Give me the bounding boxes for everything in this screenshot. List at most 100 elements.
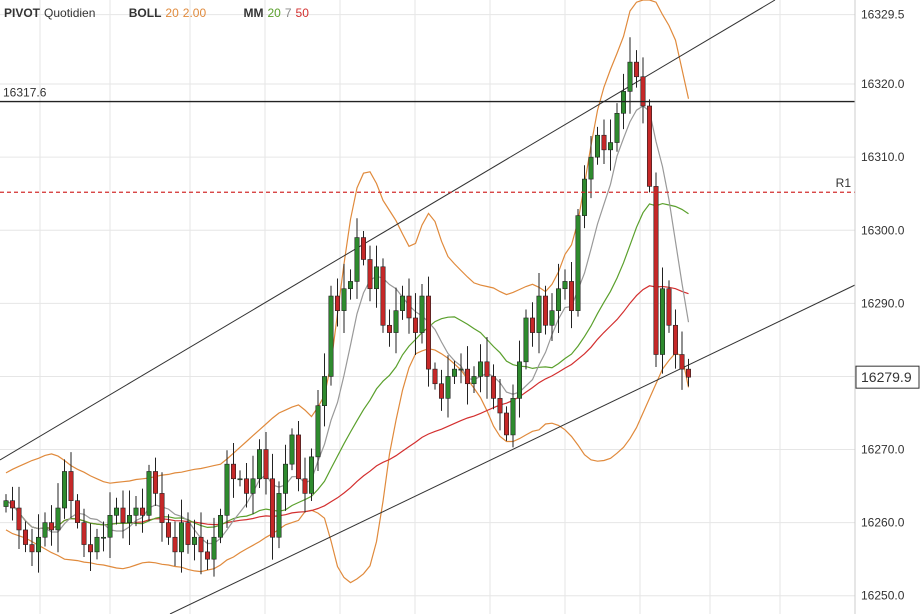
- candle-body: [302, 478, 308, 494]
- candle-body: [308, 456, 314, 494]
- candle-body: [61, 471, 67, 509]
- candle-body: [555, 288, 561, 311]
- channel-upper-line: [0, 0, 776, 461]
- candle-body: [497, 398, 503, 414]
- candle-body: [48, 522, 54, 531]
- candle-body: [360, 237, 366, 260]
- candle-body: [127, 515, 133, 523]
- mm50-line: [5, 285, 689, 530]
- candle-body: [484, 361, 490, 377]
- candle-body: [575, 215, 581, 311]
- candle-body: [432, 368, 438, 385]
- mm-label[interactable]: MM: [243, 6, 264, 20]
- candle-body: [666, 288, 672, 326]
- candle-body: [399, 295, 405, 311]
- candle-body: [276, 493, 282, 538]
- candle-body: [438, 383, 444, 399]
- candle-body: [321, 376, 327, 406]
- current-price-box: [855, 365, 920, 389]
- candle-body: [295, 434, 301, 480]
- candle-body: [425, 295, 431, 370]
- candle-body: [393, 310, 399, 333]
- candle-body: [231, 463, 237, 480]
- candle-body: [159, 493, 165, 523]
- candle-body: [542, 295, 548, 326]
- y-tick-label: 16270.0: [861, 443, 905, 457]
- candle-body: [140, 507, 146, 516]
- candle-body: [510, 398, 516, 436]
- candle-body: [198, 536, 204, 553]
- candle-body: [256, 449, 262, 480]
- boll-param-1: 20: [165, 6, 179, 20]
- candle-body: [633, 61, 639, 78]
- candle-body: [581, 178, 587, 216]
- candle-body: [380, 266, 386, 326]
- candle-body: [218, 515, 224, 538]
- candle-body: [16, 507, 22, 531]
- candle-body: [646, 105, 652, 187]
- candle-body: [516, 361, 522, 399]
- candle-body: [588, 156, 594, 180]
- candle-body: [192, 536, 198, 545]
- candle-body: [3, 500, 9, 507]
- candle-body: [172, 536, 178, 553]
- r1-level-label: R1: [836, 176, 852, 190]
- candle-body: [114, 507, 120, 516]
- candle-body: [94, 536, 100, 553]
- candle-body: [250, 478, 256, 494]
- bollinger-upper-line: [5, 0, 690, 484]
- candle-body: [328, 295, 334, 377]
- candle-body: [445, 376, 451, 399]
- candle-body: [107, 515, 113, 538]
- current-price-label: 16279.9: [861, 369, 912, 385]
- candle-body: [529, 317, 535, 333]
- candle-body: [614, 112, 620, 143]
- candle-body: [211, 536, 217, 560]
- candle-body: [620, 91, 626, 114]
- candle-body: [237, 478, 243, 481]
- candle-body: [490, 376, 496, 399]
- y-tick-label: 16250.0: [861, 589, 905, 603]
- period-label: Quotidien: [44, 6, 96, 20]
- candle-body: [29, 544, 35, 553]
- candle-body: [354, 237, 360, 282]
- candle-body: [406, 295, 412, 319]
- candle-body: [146, 471, 152, 516]
- boll-label[interactable]: BOLL: [128, 6, 162, 20]
- boll-param-2: 2.00: [182, 6, 207, 20]
- candle-body: [42, 522, 48, 538]
- candle-body: [640, 76, 646, 107]
- candle-body: [412, 317, 418, 333]
- candle-body: [685, 368, 691, 378]
- candle-body: [386, 324, 392, 333]
- candle-body: [523, 317, 529, 363]
- candle-body: [672, 324, 678, 355]
- candle-body: [22, 529, 28, 545]
- candle-body: [179, 522, 185, 553]
- candle-body: [471, 376, 477, 385]
- candle-body: [653, 186, 659, 355]
- candle-body: [263, 449, 269, 480]
- candle-body: [68, 471, 74, 502]
- mm7-line: [5, 105, 690, 545]
- candle-body: [166, 522, 172, 538]
- candle-body: [464, 368, 470, 385]
- candle-body: [35, 536, 41, 553]
- candle-body: [451, 368, 457, 377]
- y-tick-label: 16260.0: [861, 516, 905, 530]
- bollinger-lower-line: [5, 348, 690, 584]
- candle-body: [88, 544, 94, 553]
- candle-body: [536, 295, 542, 333]
- candle-body: [120, 507, 126, 523]
- candle-body: [601, 134, 607, 151]
- y-tick-label: 16300.0: [861, 223, 905, 237]
- y-tick-label: 16329.5: [861, 8, 905, 22]
- mm-param-50: 50: [295, 6, 309, 20]
- chart-legend: PIVOT Quotidien BOLL 20 2.00 MM 20 7 50: [4, 6, 317, 20]
- candle-body: [627, 61, 633, 92]
- candle-body: [334, 295, 340, 311]
- resistance-level-label: 16317.6: [3, 86, 47, 100]
- candle-body: [289, 434, 295, 465]
- mm-param-7: 7: [284, 6, 292, 20]
